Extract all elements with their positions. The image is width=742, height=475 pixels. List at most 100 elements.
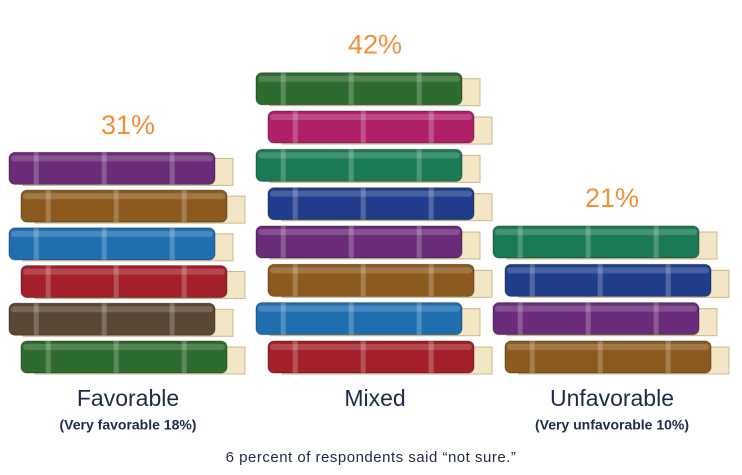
book-cover bbox=[20, 340, 228, 374]
book-cover bbox=[504, 263, 712, 297]
book-band bbox=[348, 226, 354, 259]
book-band bbox=[416, 302, 422, 335]
value-label: 42% bbox=[348, 30, 402, 60]
book-band bbox=[101, 152, 107, 185]
book-cover bbox=[8, 227, 216, 261]
book-band bbox=[597, 341, 603, 373]
book-band bbox=[181, 265, 187, 298]
book-shine bbox=[270, 344, 472, 350]
book-band bbox=[292, 264, 298, 297]
book-band bbox=[169, 152, 175, 185]
book-band bbox=[280, 149, 286, 182]
book-cover bbox=[267, 340, 475, 374]
book-cover bbox=[492, 302, 700, 336]
book-band bbox=[280, 72, 286, 105]
book-band bbox=[517, 226, 523, 259]
book-band bbox=[416, 149, 422, 182]
book-shine bbox=[258, 229, 460, 236]
book-band bbox=[597, 264, 603, 297]
book-band bbox=[653, 302, 659, 335]
book-band bbox=[360, 187, 366, 220]
value-label: 31% bbox=[101, 110, 155, 140]
book-band bbox=[360, 111, 366, 144]
book-cover bbox=[255, 72, 463, 106]
book-stack bbox=[255, 72, 493, 375]
book-band bbox=[529, 341, 535, 373]
book-shine bbox=[258, 75, 460, 82]
book-cover bbox=[255, 302, 463, 336]
book-band bbox=[428, 111, 434, 144]
book-shine bbox=[11, 306, 213, 313]
book-cover bbox=[8, 302, 216, 336]
book-cover bbox=[255, 148, 463, 182]
book-shine bbox=[270, 190, 472, 197]
book-shine bbox=[495, 305, 697, 312]
book-band bbox=[416, 226, 422, 259]
book-band bbox=[169, 303, 175, 336]
book-band bbox=[33, 152, 39, 185]
book-band bbox=[665, 341, 671, 373]
book-band bbox=[292, 187, 298, 220]
book-cover bbox=[255, 225, 463, 259]
book-shine bbox=[270, 267, 472, 274]
book-cover bbox=[20, 189, 228, 223]
book-band bbox=[169, 227, 175, 260]
book-band bbox=[517, 302, 523, 335]
book-shine bbox=[11, 230, 213, 237]
book-shine bbox=[507, 344, 709, 350]
book-band bbox=[101, 227, 107, 260]
book-band bbox=[113, 265, 119, 298]
category-sublabel: (Very unfavorable 10%) bbox=[535, 417, 689, 433]
book-band bbox=[428, 341, 434, 373]
book-shine bbox=[507, 267, 709, 274]
book-cover bbox=[267, 187, 475, 221]
category-label: Favorable bbox=[77, 385, 179, 411]
book-band bbox=[292, 111, 298, 144]
book-band bbox=[585, 302, 591, 335]
book-shine bbox=[495, 229, 697, 236]
book-band bbox=[181, 341, 187, 373]
book-band bbox=[280, 302, 286, 335]
book-shine bbox=[23, 193, 225, 200]
book-band bbox=[665, 264, 671, 297]
book-band bbox=[348, 149, 354, 182]
book-band bbox=[428, 264, 434, 297]
book-band bbox=[45, 265, 51, 298]
book-band bbox=[360, 264, 366, 297]
book-band bbox=[585, 226, 591, 259]
book-band bbox=[101, 303, 107, 336]
book-shine bbox=[11, 155, 213, 162]
book-band bbox=[292, 341, 298, 373]
book-shine bbox=[258, 305, 460, 312]
book-cover bbox=[20, 265, 228, 299]
category-label: Unfavorable bbox=[550, 385, 674, 411]
book-cover bbox=[492, 225, 700, 259]
book-band bbox=[33, 227, 39, 260]
book-stack bbox=[8, 151, 246, 375]
book-band bbox=[113, 190, 119, 223]
book-shine bbox=[258, 152, 460, 159]
book-shine bbox=[23, 268, 225, 275]
book-band bbox=[45, 341, 51, 373]
book-stack bbox=[492, 225, 730, 375]
value-label: 21% bbox=[585, 183, 639, 213]
book-band bbox=[428, 187, 434, 220]
book-shine bbox=[23, 344, 225, 350]
book-band bbox=[416, 72, 422, 105]
book-cover bbox=[267, 110, 475, 144]
book-band bbox=[360, 341, 366, 373]
book-band bbox=[529, 264, 535, 297]
book-band bbox=[181, 190, 187, 223]
book-band bbox=[348, 72, 354, 105]
category-sublabel: (Very favorable 18%) bbox=[60, 417, 197, 433]
book-band bbox=[653, 226, 659, 259]
book-band bbox=[113, 341, 119, 373]
book-cover bbox=[504, 340, 712, 374]
book-band bbox=[348, 302, 354, 335]
footnote: 6 percent of respondents said “not sure.… bbox=[226, 449, 517, 466]
book-shine bbox=[270, 114, 472, 121]
book-cover bbox=[8, 151, 216, 185]
book-band bbox=[33, 303, 39, 336]
book-band bbox=[45, 190, 51, 223]
